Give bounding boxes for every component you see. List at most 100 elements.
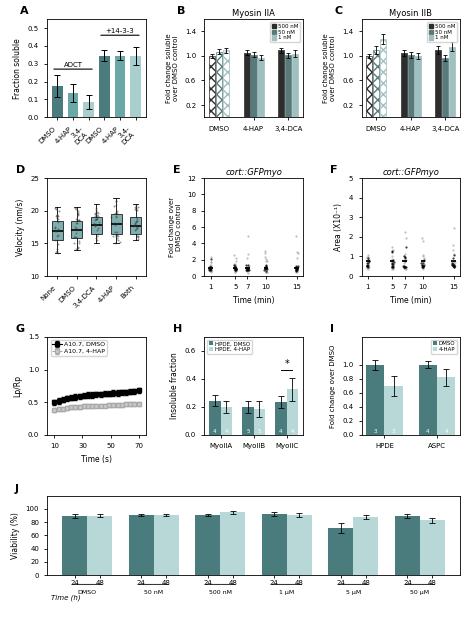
Point	[242, 265, 250, 275]
Point	[364, 261, 372, 272]
Point	[448, 259, 456, 270]
Point	[450, 261, 458, 271]
Point	[419, 255, 427, 265]
Point	[244, 231, 252, 242]
Point	[400, 261, 408, 271]
Point	[292, 265, 300, 275]
Point	[388, 263, 395, 273]
Text: B: B	[177, 6, 185, 16]
Point	[72, 214, 80, 224]
PathPatch shape	[52, 220, 63, 240]
Point	[389, 254, 397, 265]
Point	[401, 264, 409, 274]
Bar	[262, 514, 287, 575]
Text: 4: 4	[291, 429, 294, 433]
Bar	[216, 52, 222, 118]
Point	[245, 265, 253, 275]
Point	[388, 261, 396, 272]
Point	[364, 252, 372, 263]
Point	[232, 264, 240, 274]
Point	[110, 218, 118, 228]
Point	[449, 240, 456, 250]
Point	[364, 250, 372, 261]
Point	[450, 261, 457, 272]
Point	[91, 211, 99, 221]
Point	[419, 256, 427, 266]
Point	[133, 223, 140, 233]
Point	[263, 261, 270, 271]
Point	[244, 266, 251, 277]
Point	[54, 213, 61, 223]
Point	[53, 203, 60, 213]
Bar	[328, 528, 353, 575]
Point	[390, 257, 397, 267]
Point	[207, 263, 214, 273]
Point	[131, 224, 138, 235]
Point	[132, 200, 139, 210]
Point	[206, 263, 214, 273]
PathPatch shape	[111, 214, 121, 234]
Y-axis label: Fold change over DMSO: Fold change over DMSO	[330, 344, 337, 427]
Y-axis label: Viability (%): Viability (%)	[11, 512, 20, 559]
Point	[293, 263, 301, 273]
Point	[54, 238, 62, 249]
Point	[363, 261, 371, 272]
Bar	[380, 40, 386, 118]
Point	[292, 264, 300, 274]
Point	[92, 233, 100, 243]
Point	[206, 261, 214, 272]
Y-axis label: Fold change over
DMSO control: Fold change over DMSO control	[169, 197, 182, 257]
Point	[90, 218, 98, 228]
Point	[244, 264, 252, 274]
Title: cort::GFPmyo: cort::GFPmyo	[225, 168, 282, 177]
Point	[55, 230, 62, 240]
Point	[111, 227, 118, 238]
Bar	[384, 386, 403, 435]
Point	[230, 259, 237, 270]
Point	[389, 259, 397, 269]
Point	[419, 233, 426, 243]
Point	[112, 199, 119, 210]
Point	[232, 265, 239, 275]
Point	[292, 231, 299, 241]
Point	[133, 217, 141, 227]
Point	[114, 208, 121, 218]
Point	[92, 219, 100, 229]
Point	[52, 235, 59, 245]
Point	[232, 264, 240, 274]
Point	[293, 252, 301, 263]
Bar	[373, 50, 379, 118]
Bar	[257, 58, 264, 118]
Point	[364, 263, 371, 273]
Point	[91, 221, 99, 231]
Point	[71, 203, 79, 213]
Point	[292, 261, 300, 272]
Text: A: A	[20, 6, 28, 16]
Point	[419, 261, 427, 271]
Point	[230, 263, 238, 273]
Point	[419, 259, 426, 270]
Text: 4: 4	[445, 429, 448, 435]
Point	[293, 266, 301, 276]
Point	[93, 235, 100, 245]
Point	[401, 249, 409, 259]
Point	[419, 262, 426, 272]
Point	[74, 210, 82, 220]
Point	[363, 260, 371, 270]
Point	[262, 254, 270, 264]
Point	[230, 263, 238, 273]
Point	[418, 258, 425, 268]
Point	[292, 265, 300, 275]
Point	[231, 266, 239, 276]
Bar	[129, 515, 154, 575]
Point	[244, 261, 252, 272]
Point	[365, 259, 372, 270]
Point	[73, 217, 80, 227]
Point	[113, 233, 121, 243]
Point	[450, 260, 458, 270]
Point	[419, 250, 427, 260]
Text: ADCT: ADCT	[64, 62, 82, 68]
Point	[402, 264, 410, 274]
Point	[389, 246, 396, 256]
Bar	[242, 407, 254, 435]
